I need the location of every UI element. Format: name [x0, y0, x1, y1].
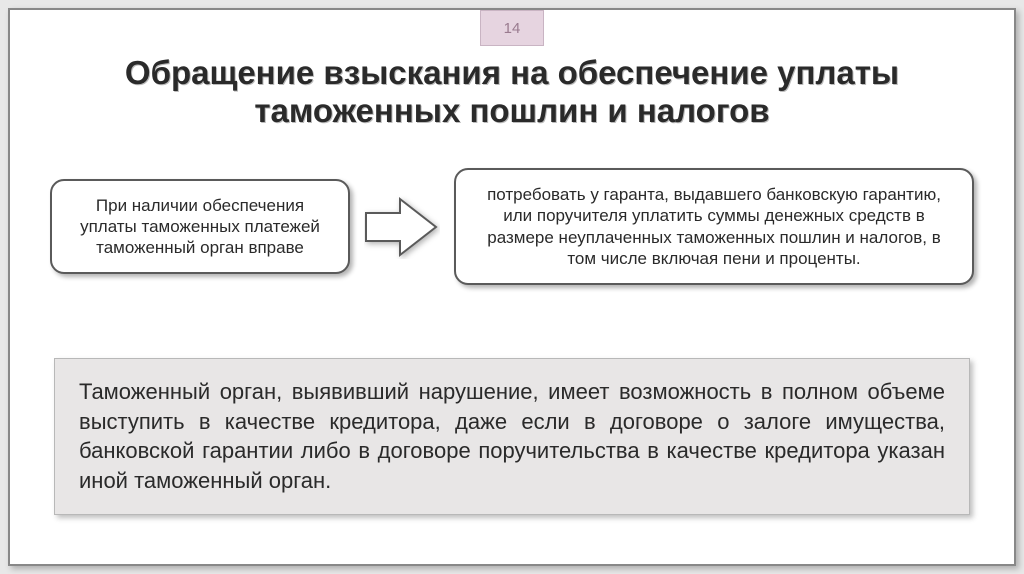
- slide-frame: 14 Обращение взыскания на обеспечение уп…: [8, 8, 1016, 566]
- page-number: 14: [504, 20, 521, 37]
- result-box: потребовать у гаранта, выдавшего банковс…: [454, 168, 974, 285]
- arrow-icon: [364, 195, 440, 259]
- slide-title: Обращение взыскания на обеспечение уплат…: [40, 54, 984, 130]
- diagram-row: При наличии обеспечения уплаты таможенны…: [50, 168, 974, 285]
- condition-box: При наличии обеспечения уплаты таможенны…: [50, 179, 350, 275]
- note-box: Таможенный орган, выявивший нарушение, и…: [54, 358, 970, 515]
- page-number-badge: 14: [480, 10, 544, 46]
